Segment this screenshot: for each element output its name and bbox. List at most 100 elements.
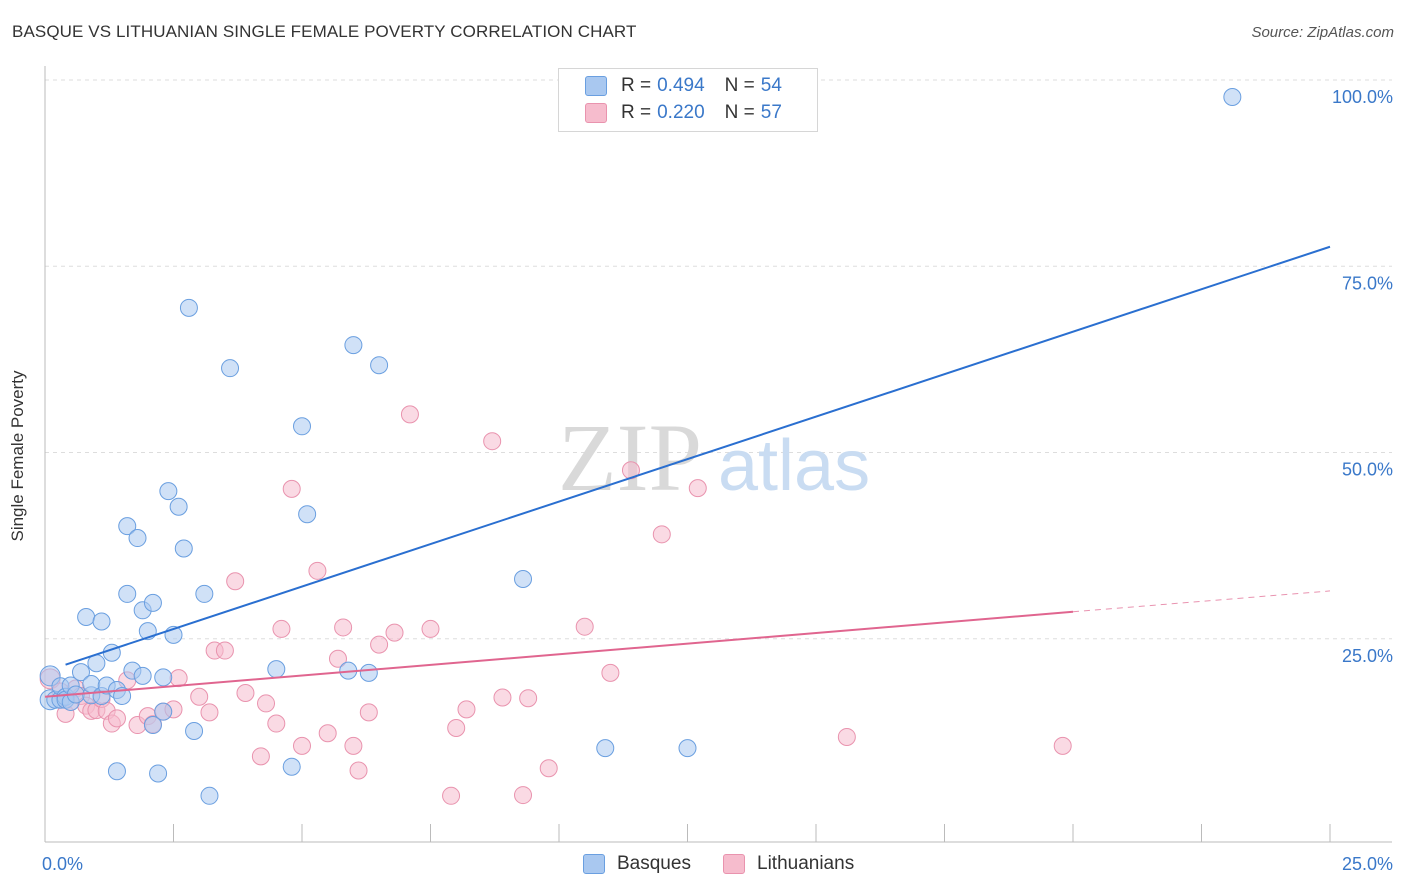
basques-point [678,739,697,758]
lithuanians-point [308,561,327,580]
tick-labels: 25.0% 50.0% 75.0% 100.0% 0.0% 25.0% [42,87,1393,874]
basques-point [221,359,240,378]
lithuanians-point [293,736,311,755]
legend-n-value-lithuanians: 57 [760,102,782,123]
basques-point [118,517,137,536]
lithuanians-point [272,619,291,638]
basques-point [514,570,533,589]
lithuanians-trendline [44,610,1074,698]
lithuanians-point [688,479,707,498]
legend-n-label: N = [724,102,755,123]
lithuanians-point [107,709,126,728]
lithuanians-point [349,761,368,780]
legend-row-lithuanians: R = 0.220 N = 57 [585,101,782,125]
basques-point [282,757,301,776]
lithuanians-point [190,687,209,706]
basques-point [107,762,126,781]
lithuanians-point [334,618,353,637]
y-tick-label: 25.0% [1342,646,1393,666]
bottom-legend-swatch-basques [583,854,605,874]
lithuanians-point [318,724,337,743]
lithuanians-point [282,479,301,498]
basques-point [1223,88,1242,106]
basques-point [298,505,317,524]
lithuanians-point [483,432,502,451]
bottom-legend-label-lithuanians: Lithuanians [757,853,855,874]
lithuanians-point [457,700,476,719]
lithuanians-point [200,703,219,722]
basques-point [113,686,132,705]
legend-r-value-lithuanians: 0.220 [657,102,705,123]
basques-point [185,721,204,740]
legend-swatch-basques [585,76,607,96]
watermark: ZIP atlas [558,404,870,511]
bottom-legend-basques[interactable]: Basques [583,852,691,876]
trendlines [44,245,1331,698]
chart-title: BASQUE VS LITHUANIAN SINGLE FEMALE POVER… [12,22,637,41]
basques-point [370,356,389,375]
legend-r-label: R = [621,102,652,123]
basques-point [143,593,162,612]
basques-point [118,584,137,603]
bottom-legend-label-basques: Basques [617,853,691,874]
lithuanians-point [359,703,378,722]
lithuanians-points [39,405,1072,805]
lithuanians-point [519,689,538,708]
legend-r-label: R = [621,75,652,96]
lithuanians-point [236,684,255,702]
legend-row-basques: R = 0.494 N = 54 [585,74,782,98]
lithuanians-point [652,525,671,544]
legend-n-label: N = [724,75,755,96]
lithuanians-point [447,719,466,738]
legend-swatch-lithuanians [585,103,607,123]
lithuanians-point [442,786,461,805]
lithuanians-point [514,786,533,805]
basques-point [174,539,193,558]
basques-point [154,668,173,687]
lithuanians-point [344,736,363,755]
lithuanians-point [575,617,594,636]
basques-point [77,608,96,627]
basques-point [154,702,173,721]
lithuanians-point [251,747,270,766]
watermark-atlas: atlas [718,426,870,506]
legend-n-value-basques: 54 [760,75,782,96]
basques-point [92,612,111,631]
lithuanians-point [601,663,620,682]
lithuanians-point [837,727,856,746]
x-tick-label-min: 0.0% [42,854,83,874]
legend: R = 0.494 N = 54 R = 0.220 N = 57 [558,68,818,132]
chart-source: Source: ZipAtlas.com [1251,24,1394,41]
y-tick-label: 75.0% [1342,273,1393,293]
lithuanians-point [226,572,245,591]
basques-trendline [65,245,1331,666]
lithuanians-trendline-extension [1072,590,1331,613]
lithuanians-point [539,759,558,778]
lithuanians-point [257,694,276,713]
basques-points [39,88,1242,805]
basques-point [169,497,188,516]
lithuanians-point [493,688,512,707]
axes [44,66,1392,843]
lithuanians-point [169,669,188,688]
lithuanians-point [400,405,419,424]
lithuanians-point [421,619,440,638]
y-tick-label: 50.0% [1342,460,1393,480]
basques-point [71,663,90,682]
lithuanians-point [1053,736,1072,755]
basques-point [267,660,286,679]
lithuanians-point [370,635,389,654]
basques-point [159,482,178,501]
lithuanians-point [267,714,286,733]
legend-r-value-basques: 0.494 [657,75,705,96]
basques-point [143,716,162,735]
basques-point [195,584,214,603]
basques-point [133,666,152,685]
bottom-legend-swatch-lithuanians [723,854,745,874]
basques-point [293,417,311,436]
lithuanians-point [215,641,234,660]
basques-point [128,529,147,548]
x-tick-label-max: 25.0% [1342,854,1393,874]
bottom-legend-lithuanians[interactable]: Lithuanians [723,852,854,876]
